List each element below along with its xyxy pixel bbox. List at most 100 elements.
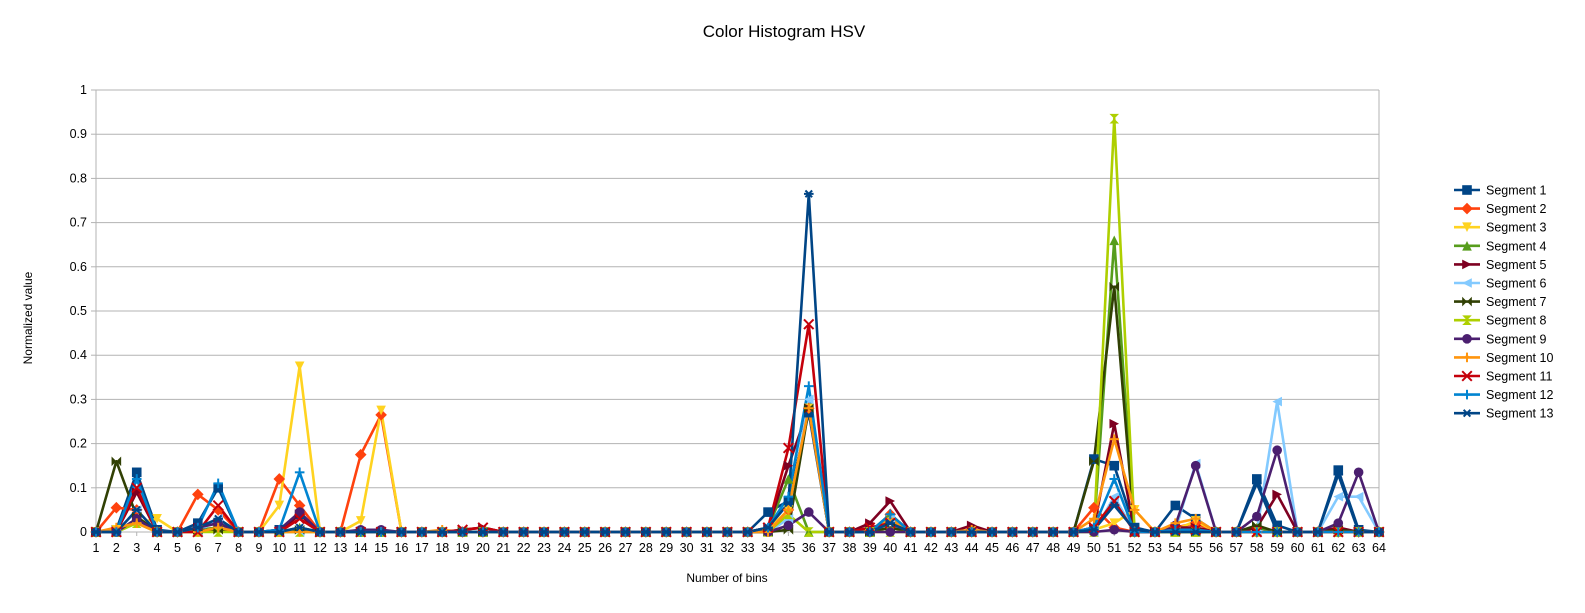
data-point <box>1109 518 1120 528</box>
x-tick-label: 14 <box>354 541 368 555</box>
data-point <box>1048 527 1058 537</box>
data-point <box>212 504 224 516</box>
grid-lines <box>96 89 1379 533</box>
x-tick-label: 61 <box>1311 541 1325 555</box>
data-point <box>803 381 814 391</box>
data-point <box>111 456 122 467</box>
data-point <box>539 527 549 537</box>
data-point <box>1109 460 1120 471</box>
data-point <box>1353 467 1364 478</box>
legend-marker <box>1461 202 1473 215</box>
data-point <box>946 527 957 537</box>
x-tick-label: 3 <box>133 541 140 555</box>
data-point <box>1252 527 1262 537</box>
x-tick-label: 35 <box>781 541 795 555</box>
x-tick-label: 39 <box>863 541 877 555</box>
data-point <box>885 519 896 528</box>
legend-marker <box>1462 315 1472 325</box>
legend-label: Segment 12 <box>1486 388 1553 402</box>
data-point <box>1252 511 1262 522</box>
data-point <box>1333 465 1344 475</box>
legend-marker <box>1462 278 1472 288</box>
data-point <box>1150 527 1160 537</box>
data-point <box>1190 513 1201 524</box>
data-point <box>355 516 366 526</box>
data-point <box>91 527 101 537</box>
x-tick-label: 11 <box>293 541 306 555</box>
x-tick-label: 37 <box>822 541 836 555</box>
legend-label: Segment 7 <box>1486 295 1547 309</box>
data-point <box>1353 527 1364 537</box>
y-tick-label: 0.2 <box>70 437 87 451</box>
data-point <box>131 474 142 484</box>
x-tick-label: 60 <box>1291 541 1305 555</box>
data-point <box>457 527 468 537</box>
legend-label: Segment 11 <box>1486 370 1553 384</box>
x-tick-label: 20 <box>476 541 490 555</box>
data-point <box>1109 418 1120 429</box>
legend: Segment 1 Segment 2 Segment 3 Segment 4 Segm… <box>1454 184 1553 421</box>
data-point <box>193 523 203 532</box>
data-point <box>273 473 286 485</box>
x-tick-label: 7 <box>215 541 222 555</box>
x-tick-label: 27 <box>619 541 633 555</box>
x-tick-label: 42 <box>924 541 938 555</box>
x-tick-label: 21 <box>496 541 510 555</box>
legend-label: Segment 6 <box>1486 277 1547 291</box>
x-tick-label: 49 <box>1067 541 1081 555</box>
data-point <box>763 523 773 532</box>
legend-marker <box>1462 241 1472 251</box>
legend-marker <box>1462 389 1472 400</box>
legend-marker <box>1462 409 1472 418</box>
legend-marker <box>1461 370 1473 382</box>
data-point <box>315 527 325 537</box>
data-point <box>559 527 570 537</box>
data-point <box>498 527 509 537</box>
series-line-12 <box>96 384 1379 534</box>
legend-label: Segment 3 <box>1486 221 1547 235</box>
legend-label: Segment 5 <box>1486 258 1547 272</box>
legend-item: Segment 13 <box>1454 407 1553 421</box>
x-tick-label: 5 <box>174 541 181 555</box>
data-point <box>1231 527 1242 537</box>
data-point <box>1190 527 1201 537</box>
data-point <box>1129 505 1140 515</box>
data-point <box>131 482 143 494</box>
data-point <box>620 527 631 537</box>
data-point <box>354 448 367 461</box>
series-markers <box>90 113 1385 538</box>
data-point <box>172 527 183 537</box>
x-tick-label: 54 <box>1168 541 1182 555</box>
legend-label: Segment 9 <box>1486 332 1547 346</box>
legend-label: Segment 10 <box>1486 351 1553 365</box>
data-point <box>803 394 814 405</box>
y-tick-label: 0.7 <box>70 216 87 230</box>
legend-label: Segment 1 <box>1486 184 1547 198</box>
data-point <box>803 189 814 198</box>
data-point <box>192 488 204 501</box>
data-point <box>803 318 815 330</box>
data-point <box>1089 454 1099 464</box>
data-point <box>1108 495 1120 507</box>
data-point <box>1170 500 1181 511</box>
data-point <box>742 527 753 537</box>
data-point <box>335 527 346 537</box>
x-tick-label: 47 <box>1026 541 1040 555</box>
data-point <box>212 499 224 511</box>
data-point <box>213 478 223 489</box>
legend-label: Segment 4 <box>1486 239 1547 253</box>
x-tick-label: 29 <box>659 541 673 555</box>
data-point <box>396 527 407 537</box>
legend-item: Segment 10 <box>1454 351 1553 365</box>
x-tick-label: 30 <box>680 541 694 555</box>
series-line-13 <box>96 192 1379 534</box>
x-tick-label: 38 <box>843 541 857 555</box>
x-tick-label: 2 <box>113 541 120 555</box>
x-tick-label: 1 <box>93 541 100 555</box>
data-point <box>1190 460 1201 471</box>
data-point <box>1252 479 1262 488</box>
data-point <box>885 527 896 537</box>
x-tick-label: 9 <box>255 541 262 555</box>
data-point <box>803 403 814 414</box>
data-point <box>803 507 814 517</box>
